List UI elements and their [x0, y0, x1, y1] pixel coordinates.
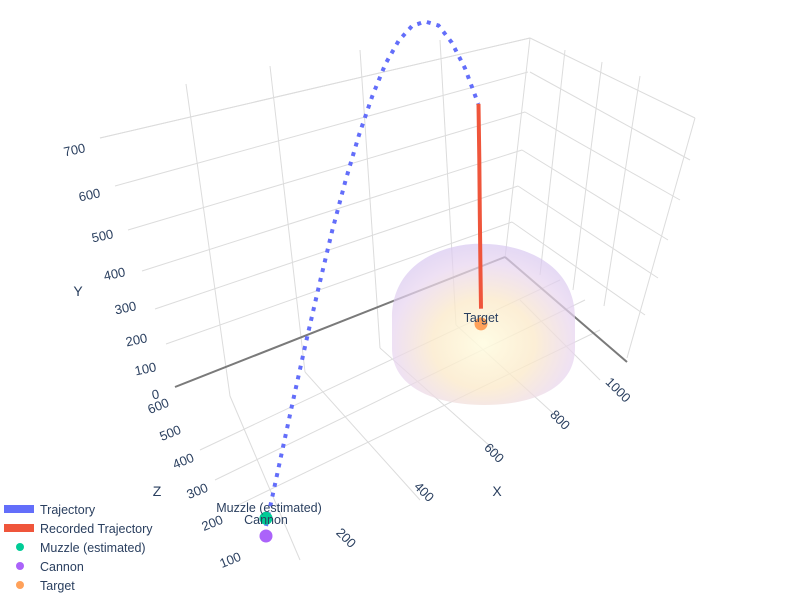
y-tick: 100	[133, 359, 157, 378]
legend: Trajectory Recorded Trajectory Muzzle (e…	[4, 500, 153, 595]
y-tick: 200	[124, 330, 148, 349]
z-tick: 400	[170, 450, 196, 472]
legend-label: Target	[40, 578, 75, 593]
legend-swatch-muzzle	[4, 538, 40, 557]
legend-item-recorded-trajectory[interactable]: Recorded Trajectory	[4, 519, 153, 538]
z-tick: 500	[157, 422, 183, 444]
marker-muzzle	[259, 511, 273, 525]
legend-label: Recorded Trajectory	[40, 521, 153, 536]
y-tick: 300	[113, 298, 137, 317]
y-tick: 400	[102, 264, 126, 283]
x-axis-title: X	[492, 483, 502, 499]
z-tick: 200	[199, 512, 225, 534]
z-tick: 600	[145, 395, 171, 417]
series-recorded-trajectory-line	[476, 103, 483, 309]
legend-item-cannon[interactable]: Cannon	[4, 557, 153, 576]
y-tick: 700	[62, 140, 86, 159]
y-axis-title: Y	[73, 283, 83, 299]
legend-swatch-recorded	[4, 519, 40, 538]
annotation-cannon: Cannon	[244, 513, 288, 527]
legend-item-trajectory[interactable]: Trajectory	[4, 500, 153, 519]
legend-label: Trajectory	[40, 502, 96, 517]
legend-item-target[interactable]: Target	[4, 576, 153, 595]
y-tick: 0	[150, 386, 160, 402]
y-axis-ticks: 700 600 500 400 300 200 100 0	[62, 140, 160, 402]
marker-target	[474, 317, 488, 331]
legend-swatch-trajectory	[4, 500, 40, 519]
x-tick: 200	[333, 525, 359, 551]
annotation-target: Target	[464, 311, 499, 325]
x-tick: 1000	[603, 374, 634, 405]
legend-swatch-target	[4, 576, 40, 595]
x-tick: 400	[411, 479, 437, 505]
legend-swatch-cannon	[4, 557, 40, 576]
marker-cannon	[259, 529, 273, 543]
z-axis-title: Z	[153, 483, 162, 499]
legend-label: Cannon	[40, 559, 84, 574]
legend-item-muzzle[interactable]: Muzzle (estimated)	[4, 538, 153, 557]
x-tick: 600	[481, 440, 507, 466]
z-tick: 100	[217, 549, 243, 571]
series-trajectory-line	[264, 19, 481, 527]
y-tick: 500	[90, 226, 114, 245]
y-tick: 600	[77, 185, 101, 204]
z-tick: 300	[184, 480, 210, 502]
legend-label: Muzzle (estimated)	[40, 540, 146, 555]
x-tick: 800	[547, 407, 573, 433]
annotation-muzzle: Muzzle (estimated)	[216, 501, 322, 515]
